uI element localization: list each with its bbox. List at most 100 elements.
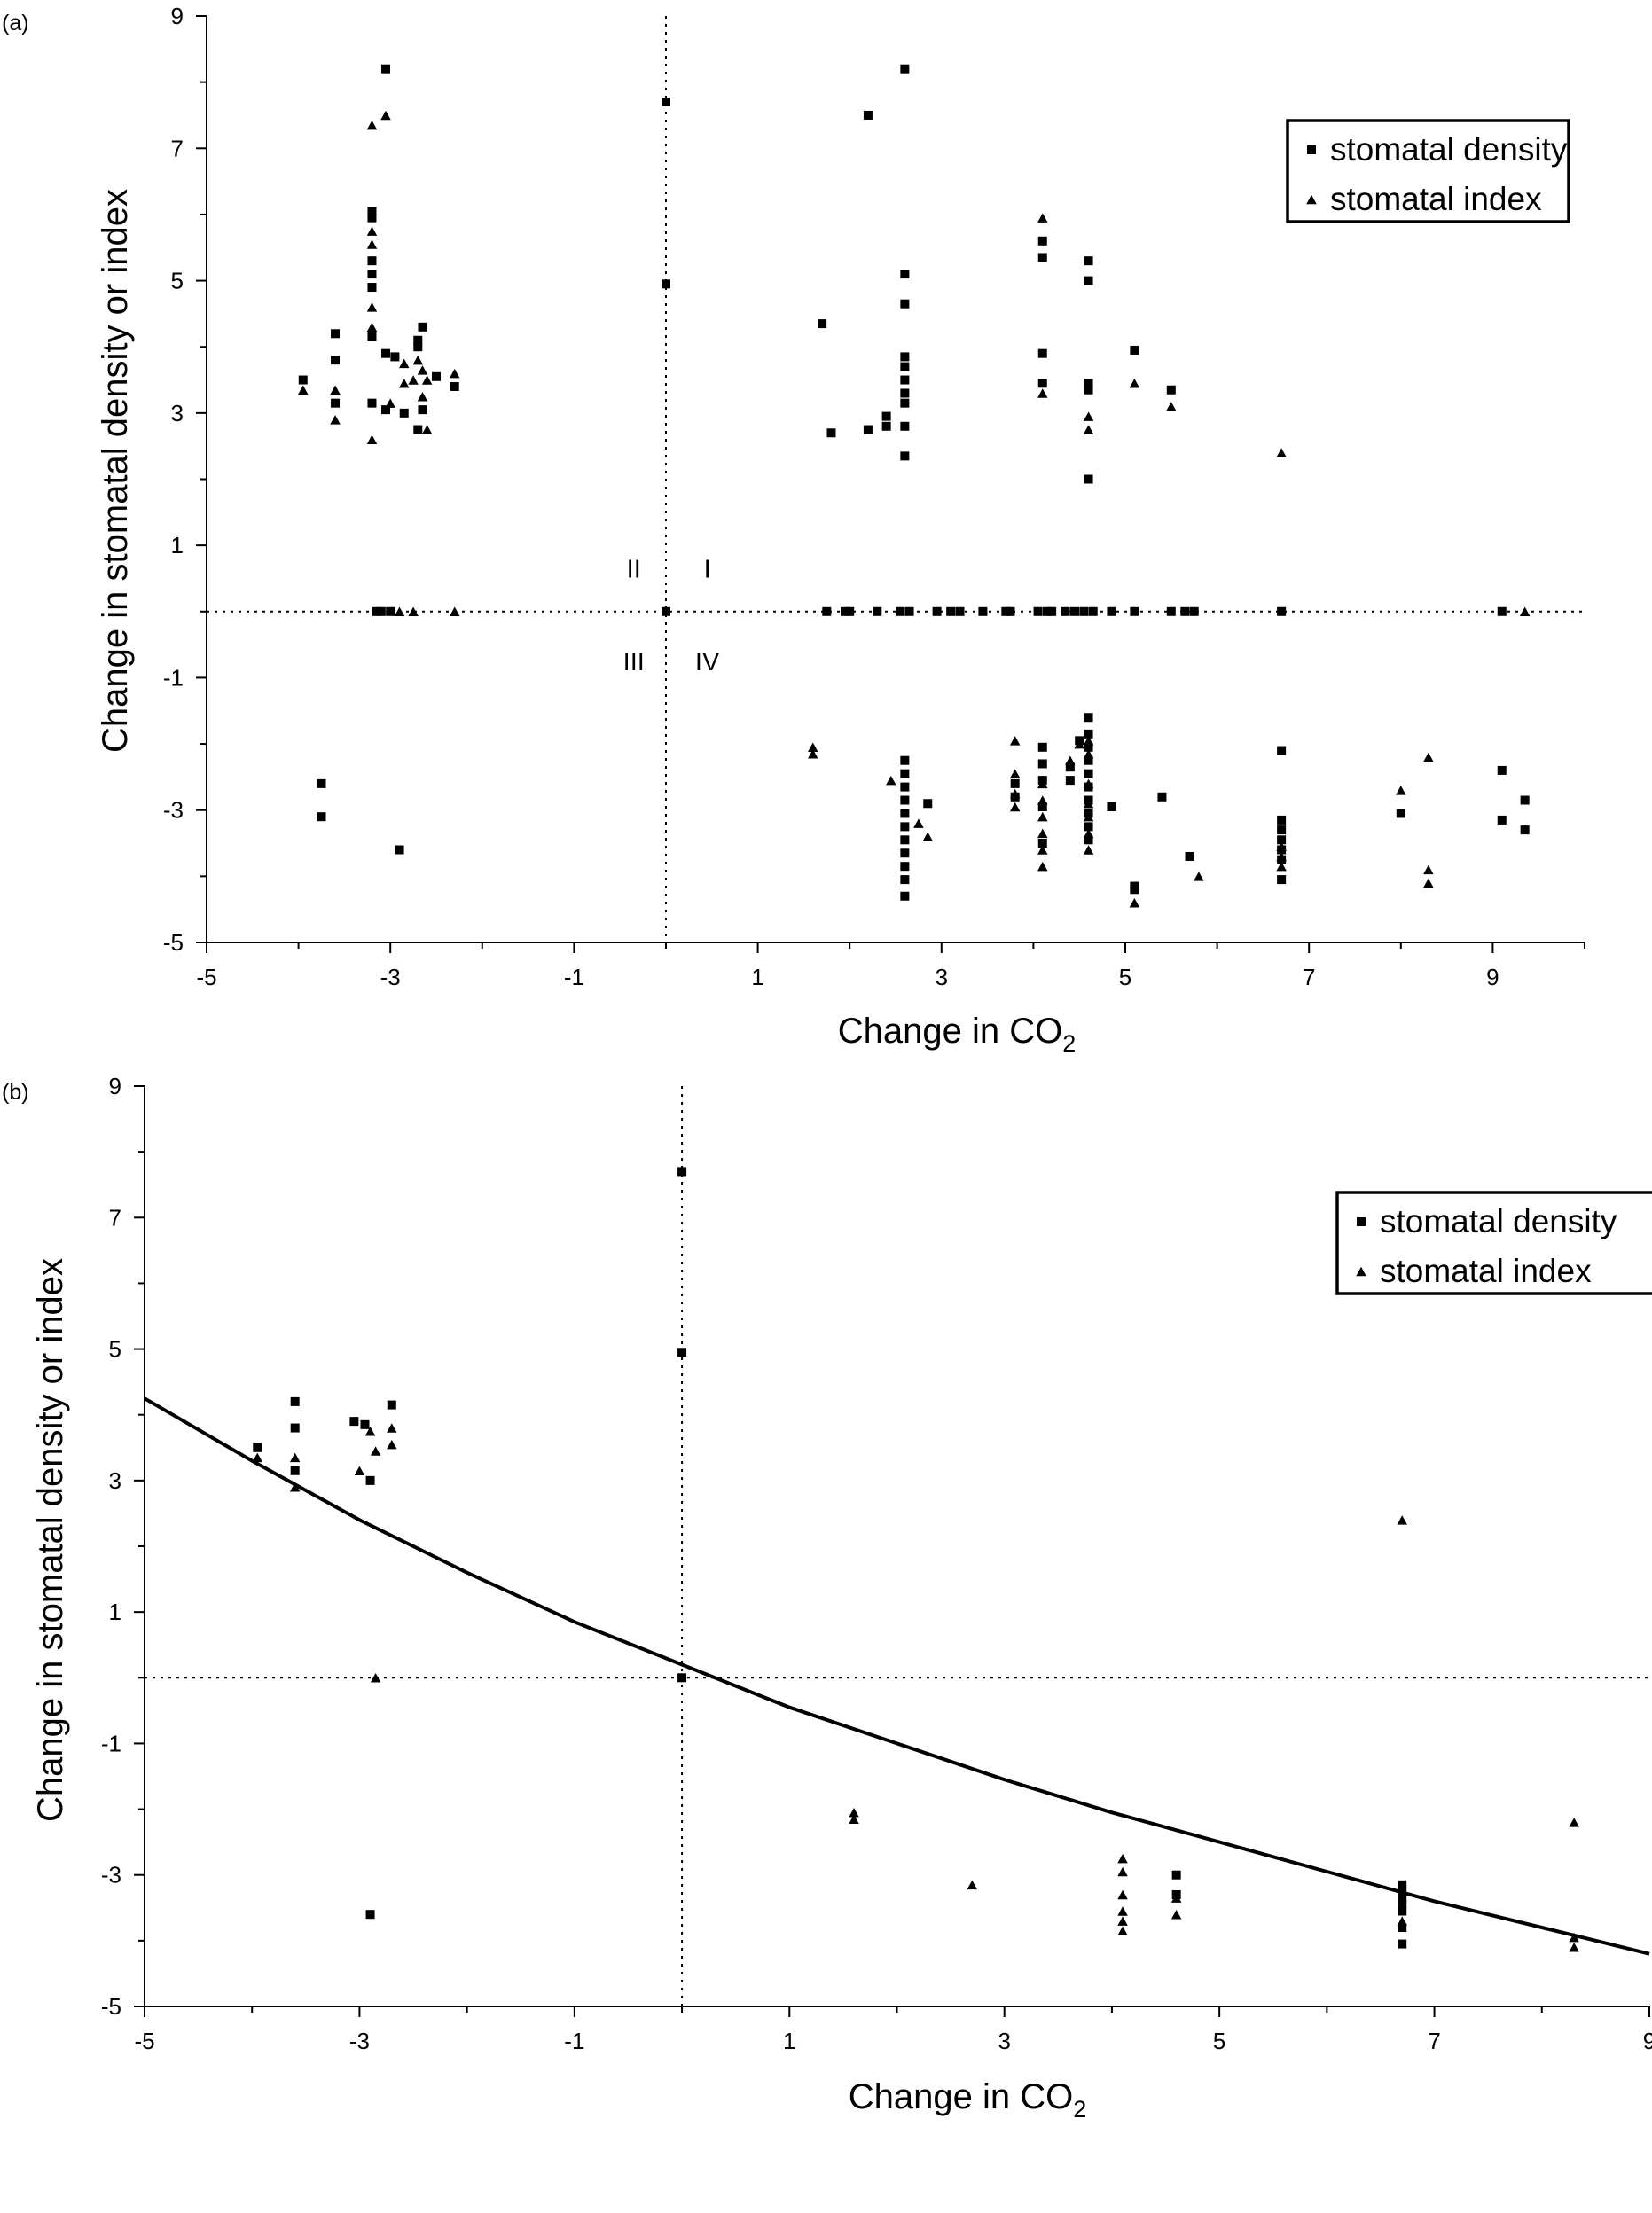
panel-a-density-point	[386, 606, 395, 616]
panel-a-x-tick-label: -1	[564, 964, 584, 990]
panel-a-density-point	[331, 329, 341, 339]
panel-a-index-point	[1037, 213, 1048, 223]
panel-a-index-point	[1037, 828, 1048, 839]
panel-a-density-point	[1107, 802, 1116, 811]
panel-a-density-point	[1010, 778, 1020, 788]
panel-a-index-point	[449, 368, 460, 379]
panel-a-density-point	[863, 110, 873, 120]
panel-a-index-point	[1074, 739, 1084, 749]
panel-a-density-point	[1130, 606, 1139, 616]
panel-a-x-tick-label: -3	[380, 964, 401, 990]
panel-a-density-point	[1084, 769, 1093, 778]
panel-a-density-point	[1277, 875, 1287, 885]
panel-b-index-point	[849, 1814, 859, 1824]
panel-a-x-axis-title-sub: 2	[1062, 1030, 1076, 1057]
panel-a-index-point	[1166, 402, 1177, 411]
panel-a-index-point	[1423, 864, 1434, 875]
panel-a-density-point	[1497, 606, 1507, 616]
panel-a-y-tick-label: -5	[163, 929, 184, 956]
panel-a-density-point	[904, 606, 914, 616]
panel-b-density-point	[253, 1443, 262, 1452]
panel-a-x-axis-title: Change in CO2	[838, 1012, 1077, 1057]
panel-a-index-point	[808, 742, 818, 753]
panel-a-density-point	[881, 411, 891, 421]
panel-a-quadrant-label-iv: IV	[695, 648, 720, 676]
panel-a-index-point	[1396, 786, 1406, 795]
panel-a-reference-lines	[207, 16, 1585, 942]
panel-b-y-tick-label: 7	[109, 1204, 121, 1231]
panel-a-index-point	[1083, 799, 1094, 809]
panel-a-density-point	[1130, 885, 1139, 895]
panel-a-density-point	[822, 606, 832, 616]
panel-b-x-tick-label: -5	[134, 2028, 154, 2054]
panel-b-index-point	[1569, 1943, 1579, 1952]
panel-a-density-point	[900, 822, 910, 832]
panel-a-y-tick-label: 9	[171, 3, 184, 29]
panel-a-y-tick-label: -1	[163, 664, 184, 691]
panel-a-index-point	[1009, 769, 1021, 778]
panel-b-index-point	[1170, 1893, 1182, 1903]
panel-a-density-point	[1088, 606, 1098, 616]
panel-a-quadrant-label-ii: II	[627, 555, 641, 583]
panel-a-index-point	[1519, 606, 1531, 617]
panel-b-index-point	[1117, 1906, 1128, 1916]
panel-b-index-point	[252, 1452, 263, 1463]
panel-b-index-point	[1117, 1916, 1128, 1926]
panel-a-density-point	[1084, 713, 1093, 723]
panel-b-marks	[252, 1167, 1579, 1952]
panel-a-density-point	[900, 362, 910, 371]
panel-a-density-point	[367, 270, 377, 279]
panel-a-density-point	[418, 405, 427, 415]
panel-a-legend-square-marker	[1307, 145, 1316, 154]
panel-a-density-point	[1033, 606, 1043, 616]
panel-b-index-point	[1117, 1866, 1128, 1877]
panel-a-index-point	[394, 606, 405, 617]
panel-b-label: (b)	[2, 1080, 29, 1105]
panel-b-x-tick-label: 5	[1213, 2028, 1225, 2054]
panel-a-quadrant-label-i: I	[704, 555, 711, 583]
panel-b-density-point	[677, 1673, 687, 1683]
panel-a-density-point	[1520, 825, 1530, 835]
panel-a-x-tick-label: 9	[1486, 964, 1499, 990]
panel-a-index-point	[922, 832, 934, 841]
panel-a-density-point	[863, 425, 873, 434]
panel-a-density-point	[826, 428, 836, 438]
panel-a-density-point	[1084, 729, 1093, 739]
panel-b-density-point	[365, 1910, 375, 1920]
panel-a-legend: stomatal density stomatal index	[1286, 119, 1570, 223]
panel-b-x-tick-label: -1	[564, 2028, 584, 2054]
panel-b-x-axis-title-sub: 2	[1073, 2096, 1086, 2123]
panel-b-legend-square-marker	[1357, 1217, 1366, 1226]
panel-a-density-point	[1065, 762, 1075, 772]
panel-b-density-point	[1171, 1870, 1181, 1880]
panel-a-density-point	[1497, 815, 1507, 825]
panel-a-density-point	[881, 421, 891, 431]
panel-b-density-point	[1398, 1939, 1407, 1949]
panel-a-index-point	[1083, 811, 1094, 822]
panel-b-index-point	[1170, 1909, 1182, 1920]
panel-a-legend-box	[1286, 119, 1570, 223]
panel-a-density-point	[399, 408, 409, 418]
panel-a-density-point	[1084, 742, 1093, 752]
panel-a-quadrant-label-iii: III	[623, 648, 645, 676]
panel-a-density-point	[1006, 606, 1015, 616]
panel-a-index-point	[1129, 897, 1140, 908]
panel-a-index-point	[398, 379, 410, 388]
panel-a-density-point	[317, 778, 326, 788]
panel-b-x-tick-label: 1	[783, 2028, 795, 2054]
panel-b-density-point	[360, 1419, 370, 1429]
panel-a-density-point	[1084, 474, 1093, 484]
panel-a-density-point	[1277, 815, 1287, 825]
panel-a-density-point	[1084, 256, 1093, 266]
panel-a-density-point	[896, 606, 905, 616]
panel-a-index-point	[1423, 878, 1434, 888]
panel-a-density-point	[1042, 606, 1052, 616]
panel-b-density-point	[1398, 1880, 1407, 1889]
panel-b-index-point	[1397, 1916, 1407, 1926]
panel-a-density-point	[900, 782, 910, 792]
panel-a-index-point	[1276, 448, 1287, 457]
panel-a-index-point	[385, 398, 395, 408]
panel-a-density-point	[932, 606, 942, 616]
panel-a-density-point	[900, 398, 910, 408]
panel-a-label: (a)	[2, 11, 29, 35]
